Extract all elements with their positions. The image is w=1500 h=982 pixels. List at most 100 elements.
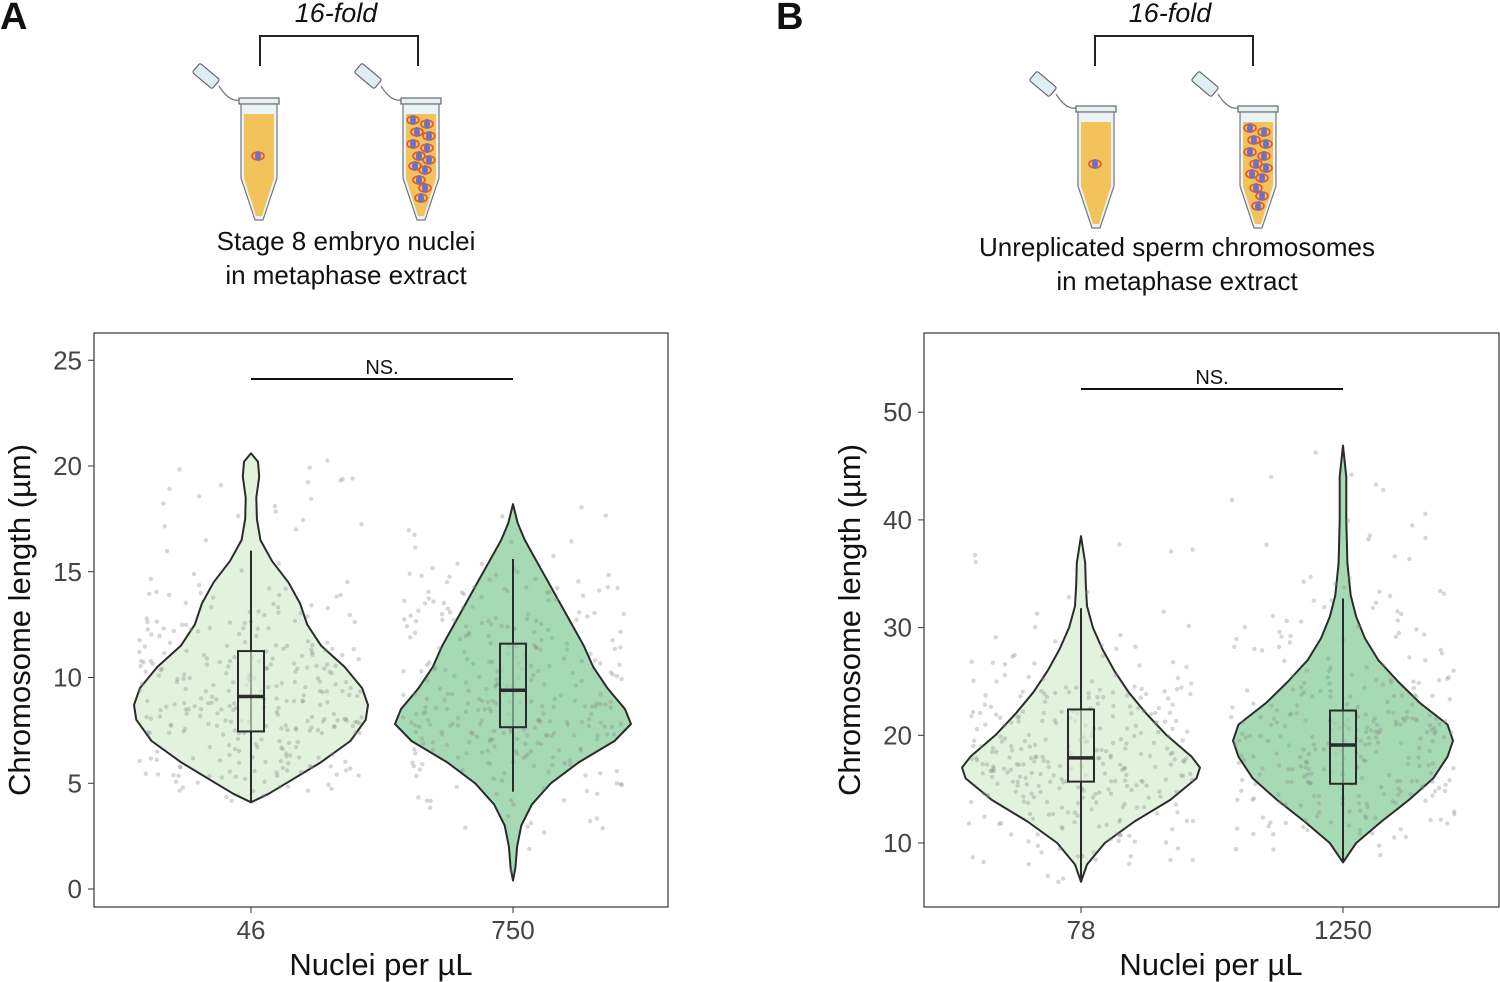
data-point — [1373, 749, 1379, 754]
data-point — [1310, 694, 1315, 699]
data-point — [463, 709, 468, 714]
data-point — [1164, 746, 1170, 751]
data-point — [1294, 703, 1300, 708]
data-point — [1396, 792, 1401, 797]
data-point — [227, 752, 232, 758]
data-point — [1041, 758, 1046, 763]
data-point — [1426, 763, 1431, 768]
data-point — [1385, 699, 1390, 705]
data-point — [1400, 716, 1406, 721]
data-point — [1264, 542, 1269, 547]
data-point — [525, 733, 530, 738]
data-point — [340, 689, 345, 694]
data-point — [224, 671, 229, 676]
data-point — [1111, 703, 1116, 709]
data-point — [1441, 591, 1447, 596]
data-point — [224, 794, 229, 799]
data-point — [1027, 744, 1033, 749]
data-point — [204, 656, 210, 661]
data-point — [539, 621, 544, 626]
data-point — [254, 633, 259, 639]
data-point — [493, 684, 498, 689]
data-point — [1414, 694, 1419, 699]
data-point — [579, 678, 584, 684]
data-point — [241, 625, 246, 631]
data-point — [317, 688, 323, 694]
data-point — [1168, 857, 1173, 863]
data-point — [1409, 779, 1415, 784]
data-point — [1375, 730, 1381, 735]
data-point — [295, 666, 300, 671]
data-point — [444, 742, 449, 748]
data-point — [978, 710, 983, 716]
data-point — [1138, 695, 1143, 700]
data-point — [1329, 598, 1334, 603]
data-point — [489, 622, 494, 627]
data-point — [564, 641, 570, 646]
data-point — [970, 709, 976, 715]
data-point — [1429, 727, 1434, 732]
data-point — [1434, 716, 1439, 721]
data-point — [347, 692, 352, 698]
data-point — [227, 743, 232, 748]
data-point — [226, 664, 231, 669]
data-point — [508, 729, 514, 734]
data-point — [1181, 758, 1186, 763]
data-point — [1093, 791, 1098, 797]
data-point — [1124, 783, 1130, 789]
data-point — [1423, 511, 1428, 516]
data-point — [462, 649, 467, 655]
data-point — [1274, 708, 1280, 713]
data-point — [307, 764, 313, 769]
data-point — [461, 591, 467, 597]
data-point — [534, 645, 539, 650]
data-point — [315, 676, 321, 681]
data-point — [447, 574, 452, 579]
chromosome-icon — [1247, 123, 1253, 133]
data-point — [340, 476, 345, 482]
data-point — [1140, 779, 1145, 784]
panel-letter-a: A — [0, 0, 28, 38]
data-point — [1381, 791, 1387, 797]
data-point — [1134, 783, 1139, 788]
data-point — [1229, 714, 1234, 720]
data-point — [1154, 811, 1160, 816]
data-point — [318, 702, 323, 708]
data-point — [465, 657, 470, 662]
data-point — [1244, 688, 1250, 693]
data-point — [1363, 742, 1368, 747]
data-point — [500, 778, 505, 783]
data-point — [1060, 826, 1065, 831]
data-point — [277, 784, 283, 789]
data-point — [450, 721, 455, 726]
data-point — [1431, 725, 1437, 730]
data-point — [1133, 723, 1139, 729]
data-point — [315, 727, 321, 733]
data-point — [325, 640, 330, 645]
data-point — [404, 624, 410, 629]
data-point — [606, 572, 611, 578]
data-point — [1096, 824, 1102, 829]
data-point — [588, 651, 593, 656]
data-point — [138, 658, 144, 663]
data-point — [593, 704, 598, 709]
data-point — [1298, 764, 1304, 769]
data-point — [173, 779, 179, 784]
data-point — [1188, 681, 1194, 686]
data-point — [1122, 766, 1127, 771]
extract-liquid — [1081, 122, 1111, 224]
data-point — [401, 692, 406, 698]
data-point — [523, 741, 528, 747]
data-point — [210, 595, 216, 600]
chromosome-icon — [412, 161, 418, 171]
data-point — [572, 698, 577, 703]
data-point — [325, 700, 330, 705]
data-point — [421, 711, 426, 716]
data-point — [171, 773, 176, 778]
data-point — [1032, 661, 1037, 666]
data-point — [1305, 779, 1310, 784]
data-point — [995, 781, 1000, 786]
data-point — [411, 764, 417, 769]
data-point — [161, 501, 166, 506]
data-point — [1251, 831, 1256, 837]
